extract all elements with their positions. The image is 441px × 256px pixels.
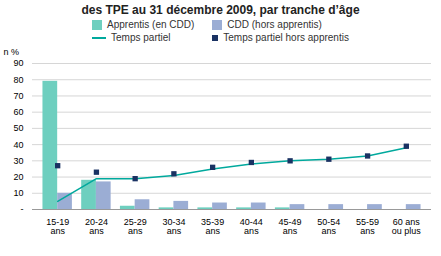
svg-text:60: 60 — [13, 107, 23, 117]
svg-text:20-24ans: 20-24ans — [85, 217, 108, 236]
html-text:Temps partiel: Temps partiel — [111, 32, 171, 43]
svg-text:30-34ans: 30-34ans — [162, 217, 185, 236]
svg-text:15-19ans: 15-19ans — [46, 217, 69, 236]
html-text:Temps partiel hors apprentis: Temps partiel hors apprentis — [223, 32, 349, 43]
svg-text:35-39ans: 35-39ans — [201, 217, 224, 236]
svg-text:n %: n % — [4, 47, 20, 57]
svg-text:55-59ans: 55-59ans — [356, 217, 379, 236]
html-text:CDD (hors apprentis): CDD (hors apprentis) — [227, 19, 322, 30]
svg-text:50-54ans: 50-54ans — [317, 217, 340, 236]
svg-text:45-49ans: 45-49ans — [279, 217, 302, 236]
svg-text:40-44ans: 40-44ans — [240, 217, 263, 236]
html-text:des TPE au 31 décembre 2009, p: des TPE au 31 décembre 2009, par tranche… — [81, 3, 360, 17]
svg-text:10: 10 — [13, 188, 23, 198]
svg-text:20: 20 — [13, 172, 23, 182]
svg-text:25-29ans: 25-29ans — [124, 217, 147, 236]
svg-text:90: 90 — [13, 58, 23, 68]
svg-text:40: 40 — [13, 139, 23, 149]
svg-text:30: 30 — [13, 156, 23, 166]
svg-text:80: 80 — [13, 75, 23, 85]
svg-text:50: 50 — [13, 123, 23, 133]
svg-text:60 ansou plus: 60 ansou plus — [392, 217, 422, 236]
svg-text:70: 70 — [13, 91, 23, 101]
svg-text:-: - — [21, 204, 24, 214]
html-text:Apprentis (en CDD): Apprentis (en CDD) — [107, 19, 195, 30]
